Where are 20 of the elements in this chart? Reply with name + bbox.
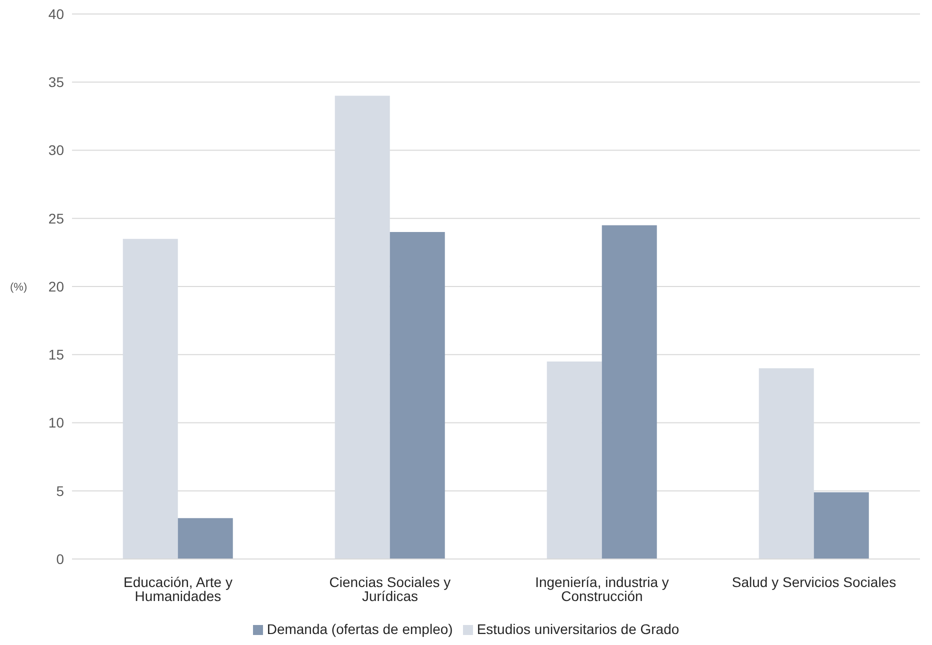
y-tick-label: 5 <box>56 482 64 499</box>
y-tick-label: 40 <box>48 6 64 22</box>
legend-label: Estudios universitarios de Grado <box>476 621 680 637</box>
y-tick-label: 0 <box>56 550 64 567</box>
bar <box>814 492 869 559</box>
bar <box>178 518 233 559</box>
legend-label: Demanda (ofertas de empleo) <box>266 621 453 637</box>
y-tick-label: 25 <box>48 210 64 226</box>
y-tick-label: 35 <box>48 74 64 90</box>
bar <box>602 225 657 559</box>
x-tick-label: Ciencias Sociales y Jurídicas <box>329 574 451 604</box>
y-tick-label: 10 <box>48 414 64 431</box>
x-tick-label: Ingeniería, industria y Construcción <box>535 574 669 604</box>
y-axis-title: (%) <box>10 281 28 294</box>
y-tick-label: 20 <box>48 278 64 294</box>
x-tick-label: Salud y Servicios Sociales <box>732 574 896 590</box>
x-tick-label: Educación, Arte y Humanidades <box>124 574 232 604</box>
y-tick-label: 30 <box>48 142 64 158</box>
bar <box>390 232 445 559</box>
y-tick-label: 15 <box>48 346 64 363</box>
